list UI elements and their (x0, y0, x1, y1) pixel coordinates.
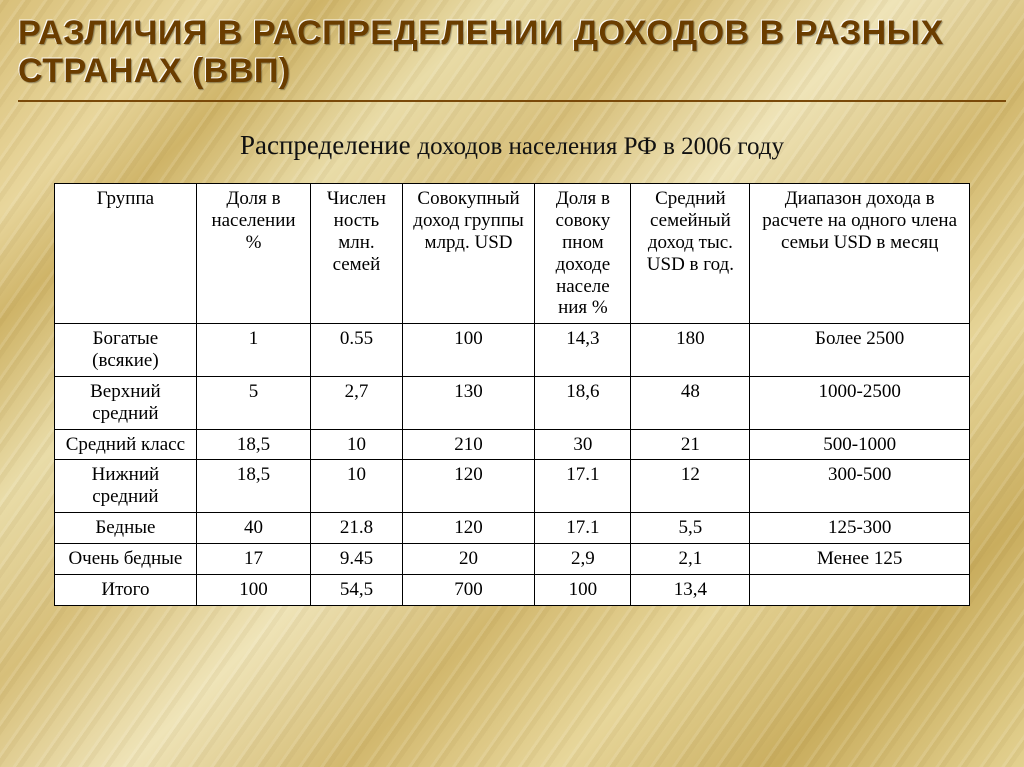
cell: 700 (402, 574, 535, 605)
cell-group: Очень бедные (55, 543, 197, 574)
col-families-mln: Числен ность млн. семей (311, 184, 403, 324)
cell: 18,5 (196, 429, 310, 460)
cell: 100 (196, 574, 310, 605)
cell: 125-300 (750, 513, 970, 544)
subtitle-rest: доходов населения РФ в 2006 году (417, 133, 784, 160)
cell: 1 (196, 324, 310, 377)
cell: 180 (631, 324, 750, 377)
col-pop-share: Доля в населении % (196, 184, 310, 324)
cell: 17 (196, 543, 310, 574)
cell: Более 2500 (750, 324, 970, 377)
income-table-container: Группа Доля в населении % Числен ность м… (54, 183, 970, 606)
cell: 5 (196, 376, 310, 429)
subtitle-lead: Распределение (240, 130, 417, 160)
cell: 18,5 (196, 460, 310, 513)
table-row: Очень бедные 17 9.45 20 2,9 2,1 Менее 12… (55, 543, 970, 574)
cell: 2,1 (631, 543, 750, 574)
col-avg-family: Средний семейный доход тыс. USD в год. (631, 184, 750, 324)
cell-group: Итого (55, 574, 197, 605)
cell: 21 (631, 429, 750, 460)
cell: 130 (402, 376, 535, 429)
cell-group: Бедные (55, 513, 197, 544)
cell: 14,3 (535, 324, 631, 377)
slide-title: Различия в распределении доходов в разны… (18, 14, 1006, 102)
income-distribution-table: Группа Доля в населении % Числен ность м… (54, 183, 970, 606)
cell-group: Богатые (всякие) (55, 324, 197, 377)
cell: 54,5 (311, 574, 403, 605)
slide: Различия в распределении доходов в разны… (0, 0, 1024, 767)
cell: 2,7 (311, 376, 403, 429)
table-row-total: Итого 100 54,5 700 100 13,4 (55, 574, 970, 605)
cell: 2,9 (535, 543, 631, 574)
col-group: Группа (55, 184, 197, 324)
cell: 30 (535, 429, 631, 460)
cell: 21.8 (311, 513, 403, 544)
cell: 48 (631, 376, 750, 429)
cell: 17.1 (535, 460, 631, 513)
cell (750, 574, 970, 605)
cell: 210 (402, 429, 535, 460)
table-row: Верхний средний 5 2,7 130 18,6 48 1000-2… (55, 376, 970, 429)
slide-subtitle: Распределение доходов населения РФ в 200… (18, 130, 1006, 161)
cell: 12 (631, 460, 750, 513)
cell: 9.45 (311, 543, 403, 574)
cell: 100 (402, 324, 535, 377)
cell: Менее 125 (750, 543, 970, 574)
table-row: Бедные 40 21.8 120 17.1 5,5 125-300 (55, 513, 970, 544)
table-row: Средний класс 18,5 10 210 30 21 500-1000 (55, 429, 970, 460)
cell: 10 (311, 429, 403, 460)
cell: 13,4 (631, 574, 750, 605)
col-income-share: Доля в совоку пном доходе населе ния % (535, 184, 631, 324)
cell: 500-1000 (750, 429, 970, 460)
cell: 0.55 (311, 324, 403, 377)
cell: 120 (402, 460, 535, 513)
cell: 120 (402, 513, 535, 544)
table-header: Группа Доля в населении % Числен ность м… (55, 184, 970, 324)
cell-group: Средний класс (55, 429, 197, 460)
cell: 5,5 (631, 513, 750, 544)
cell-group: Нижний средний (55, 460, 197, 513)
col-range-per-cap: Диапазон дохода в расчете на одного член… (750, 184, 970, 324)
col-total-income: Совокупный доход группы млрд. USD (402, 184, 535, 324)
cell: 17.1 (535, 513, 631, 544)
cell: 300-500 (750, 460, 970, 513)
cell-group: Верхний средний (55, 376, 197, 429)
table-row: Нижний средний 18,5 10 120 17.1 12 300-5… (55, 460, 970, 513)
cell: 1000-2500 (750, 376, 970, 429)
table-header-row: Группа Доля в населении % Числен ность м… (55, 184, 970, 324)
cell: 100 (535, 574, 631, 605)
cell: 20 (402, 543, 535, 574)
table-body: Богатые (всякие) 1 0.55 100 14,3 180 Бол… (55, 324, 970, 605)
cell: 10 (311, 460, 403, 513)
cell: 40 (196, 513, 310, 544)
table-row: Богатые (всякие) 1 0.55 100 14,3 180 Бол… (55, 324, 970, 377)
cell: 18,6 (535, 376, 631, 429)
